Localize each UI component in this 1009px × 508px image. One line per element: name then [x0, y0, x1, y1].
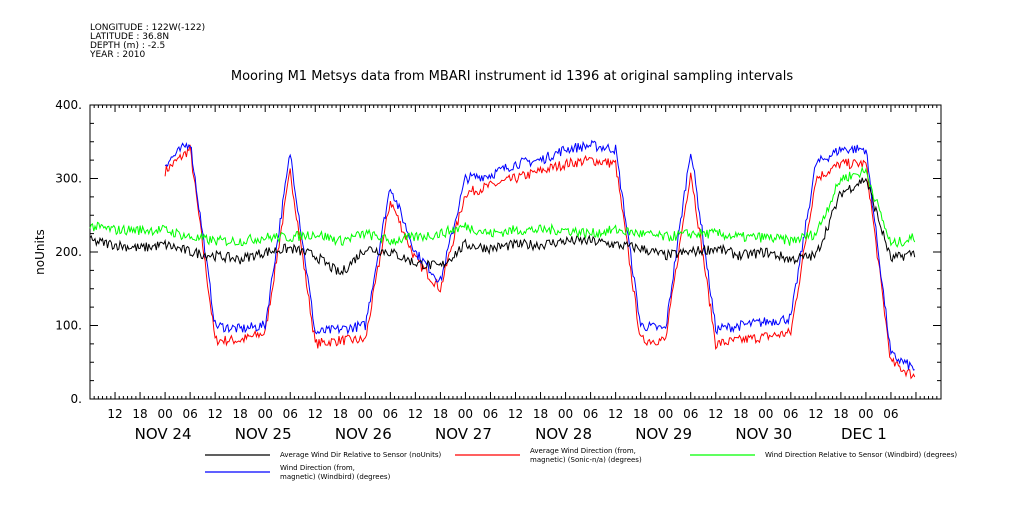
y-tick-label: 400. [55, 98, 82, 112]
x-tick-label: 00 [758, 407, 773, 421]
x-tick-label: 18 [233, 407, 248, 421]
meta-block: LONGITUDE : 122W(-122)LATITUDE : 36.8NDE… [89, 23, 205, 60]
legend-entry-line: magnetic) (Sonic-n/a) (degrees) [530, 456, 642, 464]
y-tick-label: 0. [71, 392, 82, 406]
meta-line: LONGITUDE : 122W(-122) [90, 23, 205, 33]
x-axis: 12 18 00 06 12 18 00 06 12 18 00 06 12 18 00 06 12 18 00 06… [89, 105, 942, 443]
x-tick-label: 12 [308, 407, 323, 421]
x-tick-label: 18 [433, 407, 448, 421]
legend-entry-line: Average Wind Dir Relative to Sensor (noU… [280, 451, 441, 459]
x-date-label: NOV 27 [435, 425, 492, 443]
x-tick-label: 18 [533, 407, 548, 421]
x-date-label: NOV 24 [135, 425, 192, 443]
x-tick-label: 00 [658, 407, 673, 421]
x-tick-label: 06 [683, 407, 698, 421]
series-group [89, 139, 916, 380]
x-tick-label: 00 [858, 407, 873, 421]
x-tick-label: 00 [258, 407, 273, 421]
y-tick-label: 200. [55, 245, 82, 259]
legend-entry: Wind Direction Relative to Sensor (Windb… [765, 451, 957, 459]
legend-entry: Wind Direction (from, magnetic) (Windbird… [280, 464, 391, 481]
x-tick-label: 18 [833, 407, 848, 421]
meta-line: YEAR : 2010 [89, 50, 146, 60]
x-tick-label: 18 [333, 407, 348, 421]
x-tick-label: 18 [633, 407, 648, 421]
x-tick-label: 18 [733, 407, 748, 421]
x-tick-label: 06 [783, 407, 798, 421]
y-tick-label: 100. [55, 319, 82, 333]
x-date-label: DEC 1 [841, 425, 887, 443]
legend-entry-line: Wind Direction (from, [280, 464, 355, 472]
x-tick-label: 12 [408, 407, 423, 421]
x-tick-label: 12 [708, 407, 723, 421]
y-axis: 0. 100. 200. 300. 400. [55, 98, 941, 406]
y-tick-label: 300. [55, 172, 82, 186]
chart-title: Mooring M1 Metsys data from MBARI instru… [231, 69, 793, 84]
series-black-line [89, 177, 916, 276]
meta-line: LATITUDE : 36.8N [90, 32, 169, 42]
x-date-label: NOV 30 [735, 425, 792, 443]
x-tick-label: 12 [808, 407, 823, 421]
x-date-label: NOV 26 [335, 425, 392, 443]
x-tick-label: 00 [358, 407, 373, 421]
x-tick-label: 12 [508, 407, 523, 421]
x-tick-label: 18 [132, 407, 147, 421]
legend-entry: Average Wind Direction (from, magnetic) (… [530, 447, 642, 464]
x-tick-label: 06 [483, 407, 498, 421]
x-tick-label: 00 [558, 407, 573, 421]
legend-entry: Average Wind Dir Relative to Sensor (noU… [280, 451, 441, 459]
y-axis-label: noUnits [33, 229, 47, 275]
x-tick-label: 06 [583, 407, 598, 421]
x-tick-label: 00 [157, 407, 172, 421]
series-green-line [89, 166, 916, 248]
x-date-label: NOV 29 [635, 425, 692, 443]
x-date-label: NOV 28 [535, 425, 592, 443]
plot-frame [89, 104, 942, 400]
x-date-label: NOV 25 [235, 425, 292, 443]
legend-entry-line: magnetic) (Windbird) (degrees) [280, 473, 391, 481]
legend-entry-line: Wind Direction Relative to Sensor (Windb… [765, 451, 957, 459]
x-tick-label: 12 [608, 407, 623, 421]
series-blue-line [164, 139, 915, 371]
x-tick-label: 00 [458, 407, 473, 421]
x-tick-label: 06 [383, 407, 398, 421]
x-tick-label: 06 [182, 407, 197, 421]
series-red-line [164, 144, 916, 380]
legend-entry-line: Average Wind Direction (from, [530, 447, 636, 455]
x-tick-label: 12 [208, 407, 223, 421]
meta-line: DEPTH (m) : -2.5 [90, 41, 165, 51]
x-tick-label: 06 [883, 407, 898, 421]
x-tick-label: 12 [107, 407, 122, 421]
legend: Average Wind Dir Relative to Sensor (noU… [205, 447, 957, 481]
x-tick-label: 06 [283, 407, 298, 421]
